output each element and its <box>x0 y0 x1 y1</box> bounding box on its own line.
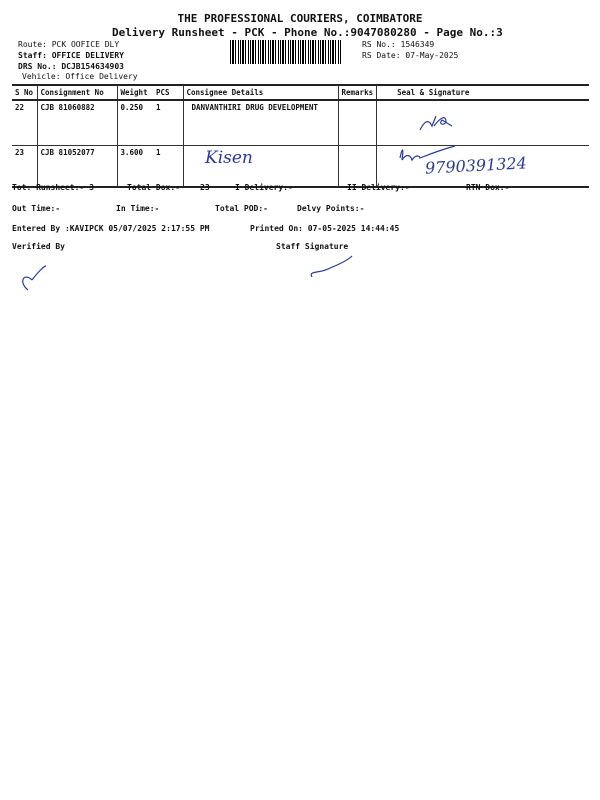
route: Route: PCK OOFICE DLY <box>18 40 120 49</box>
runsheet-subtitle: Delivery Runsheet - PCK - Phone No.:9047… <box>112 26 503 39</box>
consignee <box>182 145 339 188</box>
delvy-points: Delvy Points:- <box>297 204 365 213</box>
vehicle: Vehicle: Office Delivery <box>22 72 138 81</box>
staff: Staff: OFFICE DELIVERY <box>18 51 124 60</box>
signature-row1 <box>22 115 456 291</box>
consignee-handwritten: Kisen <box>205 148 253 168</box>
weight: 3.600 <box>116 145 153 188</box>
i-delivery: I Delivery:- <box>235 183 293 192</box>
total-dox: Total Dox:- <box>127 183 180 192</box>
out-time: Out Time:- <box>12 204 61 213</box>
verified-by: Verified By <box>12 242 65 251</box>
printed-on: Printed On: 07-05-2025 14:44:45 <box>250 224 400 233</box>
sno: 22 <box>12 99 38 146</box>
consignee: DANVANTHIRI DRUG DEVELOPMENT <box>182 99 339 146</box>
total-pod: Total POD:- <box>215 204 268 213</box>
sno: 23 <box>12 145 38 188</box>
table-row: 22 CJB 81060882 0.250 1 DANVANTHIRI DRUG… <box>12 99 589 146</box>
entered-by: Entered By :KAVIPCK 05/07/2025 2:17:55 P… <box>12 224 210 233</box>
consignment-table: S No Consignment No Weight PCS Consignee… <box>12 84 589 188</box>
company-title: THE PROFESSIONAL COURIERS, COIMBATORE <box>177 12 423 25</box>
in-time: In Time:- <box>116 204 160 213</box>
pcs: 1 <box>153 145 184 188</box>
rtn-dox: RTN Dox:- <box>466 183 510 192</box>
total-dox-value: 23 <box>200 183 210 192</box>
tot-runsheet: Tot. Runsheet:- 3 <box>12 183 94 192</box>
consignment-no: CJB 81060882 <box>36 99 118 146</box>
barcode <box>230 40 342 64</box>
col-seal: Seal & Signature <box>376 84 589 101</box>
pcs: 1 <box>153 99 184 146</box>
staff-signature: Staff Signature <box>276 242 349 251</box>
remarks <box>337 99 378 146</box>
consignment-no: CJB 81052077 <box>36 145 118 188</box>
ii-delivery: II Delivery:- <box>347 183 410 192</box>
rs-no: RS No.: 1546349 <box>362 40 435 49</box>
drs-no: DRS No.: DCJB154634903 <box>18 62 124 71</box>
table-row: 23 CJB 81052077 3.600 1 <box>12 145 589 188</box>
col-weight: Weight <box>116 84 153 101</box>
rs-date: RS Date: 07-May-2025 <box>362 51 459 60</box>
col-consignment: Consignment No <box>36 84 118 101</box>
col-consignee: Consignee Details <box>182 84 339 101</box>
seal-signature <box>376 99 589 146</box>
weight: 0.250 <box>116 99 153 146</box>
seal-signature <box>376 145 589 188</box>
